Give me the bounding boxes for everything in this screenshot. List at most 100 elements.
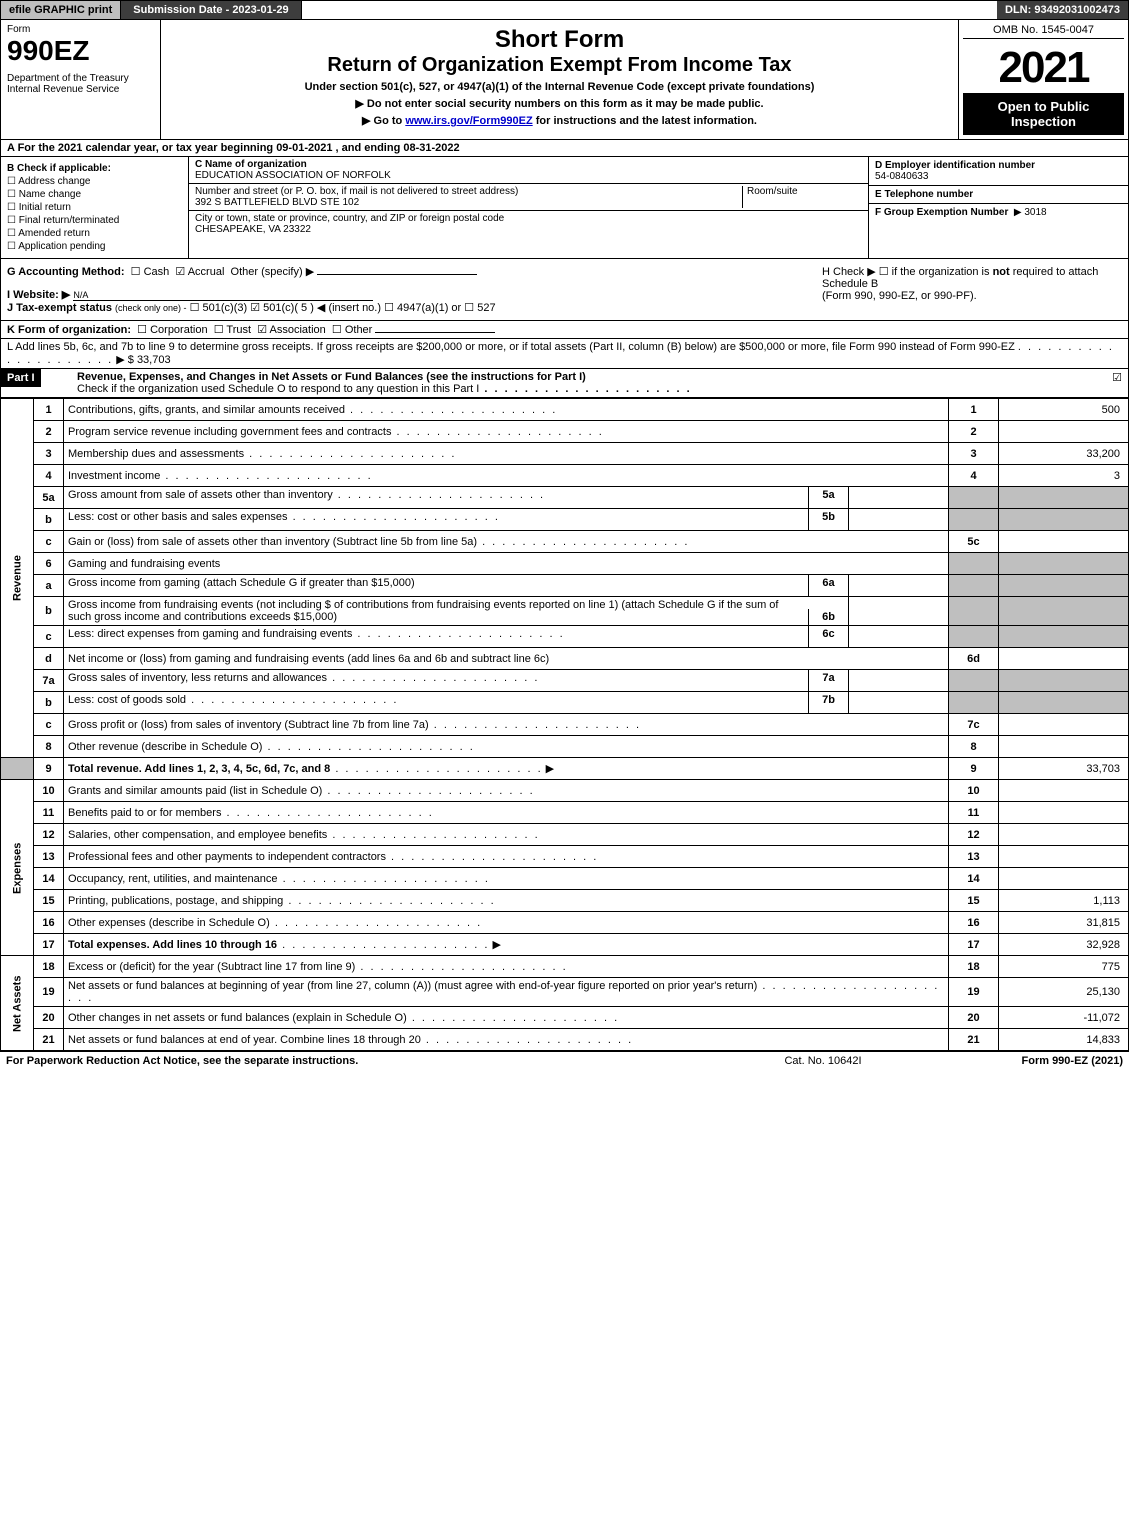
g-label: G Accounting Method:	[7, 266, 125, 278]
line-6a-val-grey	[999, 575, 1129, 597]
g-other: Other (specify)	[231, 266, 303, 278]
line-20-num: 20	[34, 1007, 64, 1029]
line-18-val: 775	[999, 956, 1129, 978]
check-other-org[interactable]: Other	[332, 324, 372, 336]
line-1-num: 1	[34, 399, 64, 421]
line-19-num: 19	[34, 978, 64, 1007]
header-left: Form 990EZ Department of the Treasury In…	[1, 20, 161, 139]
check-initial-return[interactable]: Initial return	[7, 202, 182, 213]
bullet-1: ▶ Do not enter social security numbers o…	[167, 97, 952, 110]
check-accrual[interactable]: Accrual	[175, 266, 224, 278]
line-2-desc: Program service revenue including govern…	[68, 426, 391, 438]
line-7c-num: c	[34, 714, 64, 736]
line-13-desc: Professional fees and other payments to …	[68, 851, 386, 863]
check-address-change[interactable]: Address change	[7, 176, 182, 187]
city-label: City or town, state or province, country…	[195, 213, 862, 224]
line-6b-sub: 6b	[808, 609, 848, 625]
submission-date-label: Submission Date - 2023-01-29	[121, 1, 301, 19]
line-20-val: -11,072	[999, 1007, 1129, 1029]
line-5a-val-grey	[999, 487, 1129, 509]
line-6a-ln-grey	[949, 575, 999, 597]
check-cash[interactable]: Cash	[131, 266, 170, 278]
efile-print-button[interactable]: efile GRAPHIC print	[1, 1, 121, 19]
line-6d-desc: Net income or (loss) from gaming and fun…	[64, 648, 949, 670]
org-name: EDUCATION ASSOCIATION OF NORFOLK	[195, 170, 862, 181]
l-text: L Add lines 5b, 6c, and 7b to line 9 to …	[7, 341, 1015, 353]
check-trust[interactable]: Trust	[214, 324, 251, 336]
line-5a-desc: Gross amount from sale of assets other t…	[68, 489, 333, 501]
footer-center: Cat. No. 10642I	[723, 1055, 923, 1067]
line-2-ln: 2	[949, 421, 999, 443]
check-final-return[interactable]: Final return/terminated	[7, 215, 182, 226]
line-4-val: 3	[999, 465, 1129, 487]
check-527[interactable]: 527	[464, 302, 495, 314]
check-501c3[interactable]: 501(c)(3)	[190, 302, 248, 314]
line-13-ln: 13	[949, 846, 999, 868]
check-association[interactable]: Association	[257, 324, 326, 336]
line-12-desc: Salaries, other compensation, and employ…	[68, 829, 327, 841]
line-18-num: 18	[34, 956, 64, 978]
check-4947[interactable]: 4947(a)(1) or	[384, 302, 461, 314]
top-bar: efile GRAPHIC print Submission Date - 20…	[0, 0, 1129, 20]
check-amended-return[interactable]: Amended return	[7, 228, 182, 239]
financial-lines-table: Revenue 1Contributions, gifts, grants, a…	[0, 398, 1129, 1051]
line-4-num: 4	[34, 465, 64, 487]
irs-link[interactable]: www.irs.gov/Form990EZ	[405, 115, 532, 127]
col-b: B Check if applicable: Address change Na…	[1, 157, 189, 258]
check-corporation[interactable]: Corporation	[137, 324, 207, 336]
check-name-change[interactable]: Name change	[7, 189, 182, 200]
website-value: N/A	[73, 290, 373, 301]
line-a-text: A For the 2021 calendar year, or tax yea…	[7, 142, 460, 154]
line-7b-subval	[848, 692, 948, 713]
line-11-desc: Benefits paid to or for members	[68, 807, 221, 819]
line-6b-desc: Gross income from fundraising events (no…	[64, 597, 808, 625]
line-19-ln: 19	[949, 978, 999, 1007]
line-14-val	[999, 868, 1129, 890]
line-21-val: 14,833	[999, 1029, 1129, 1051]
other-specify-input[interactable]	[317, 274, 477, 275]
part1-schedule-o-check[interactable]	[1112, 372, 1122, 384]
line-10-val	[999, 780, 1129, 802]
irs-label: Internal Revenue Service	[7, 84, 154, 95]
other-org-input[interactable]	[375, 332, 495, 333]
line-5b-subval	[848, 509, 948, 530]
line-16-num: 16	[34, 912, 64, 934]
line-1-val: 500	[999, 399, 1129, 421]
line-6b-val-grey	[999, 597, 1129, 626]
line-10-num: 10	[34, 780, 64, 802]
expenses-side-label: Expenses	[1, 780, 34, 956]
line-17-desc: Total expenses. Add lines 10 through 16	[68, 939, 277, 951]
check-501c[interactable]: 501(c)( 5 ) ◀ (insert no.)	[250, 302, 381, 314]
omb-number: OMB No. 1545-0047	[963, 24, 1124, 39]
tel-label: E Telephone number	[875, 189, 973, 200]
line-7a-subval	[848, 670, 948, 691]
line-17-val: 32,928	[999, 934, 1129, 956]
part1-label: Part I	[1, 369, 41, 387]
check-application-pending[interactable]: Application pending	[7, 241, 182, 252]
line-6c-desc: Less: direct expenses from gaming and fu…	[68, 628, 352, 640]
part1-check: Check if the organization used Schedule …	[77, 383, 479, 395]
line-6b-num: b	[34, 597, 64, 626]
line-18-desc: Excess or (deficit) for the year (Subtra…	[68, 961, 355, 973]
line-7a-val-grey	[999, 670, 1129, 692]
line-6c-num: c	[34, 626, 64, 648]
line-14-ln: 14	[949, 868, 999, 890]
col-c: C Name of organization EDUCATION ASSOCIA…	[189, 157, 868, 258]
group-label: F Group Exemption Number	[875, 207, 1008, 218]
line-1-desc: Contributions, gifts, grants, and simila…	[68, 404, 345, 416]
line-16-ln: 16	[949, 912, 999, 934]
line-5a-num: 5a	[34, 487, 64, 509]
line-6-ln-grey	[949, 553, 999, 575]
header-right: OMB No. 1545-0047 2021 Open to Public In…	[958, 20, 1128, 139]
line-2-val	[999, 421, 1129, 443]
line-19-desc: Net assets or fund balances at beginning…	[68, 980, 757, 992]
line-6d-ln: 6d	[949, 648, 999, 670]
line-7a-sub: 7a	[808, 670, 848, 691]
street-label: Number and street (or P. O. box, if mail…	[195, 186, 742, 197]
line-18-ln: 18	[949, 956, 999, 978]
line-6b-ln-grey	[949, 597, 999, 626]
line-6-desc: Gaming and fundraising events	[64, 553, 949, 575]
line-20-desc: Other changes in net assets or fund bala…	[68, 1012, 407, 1024]
ein-label: D Employer identification number	[875, 160, 1035, 171]
line-11-val	[999, 802, 1129, 824]
